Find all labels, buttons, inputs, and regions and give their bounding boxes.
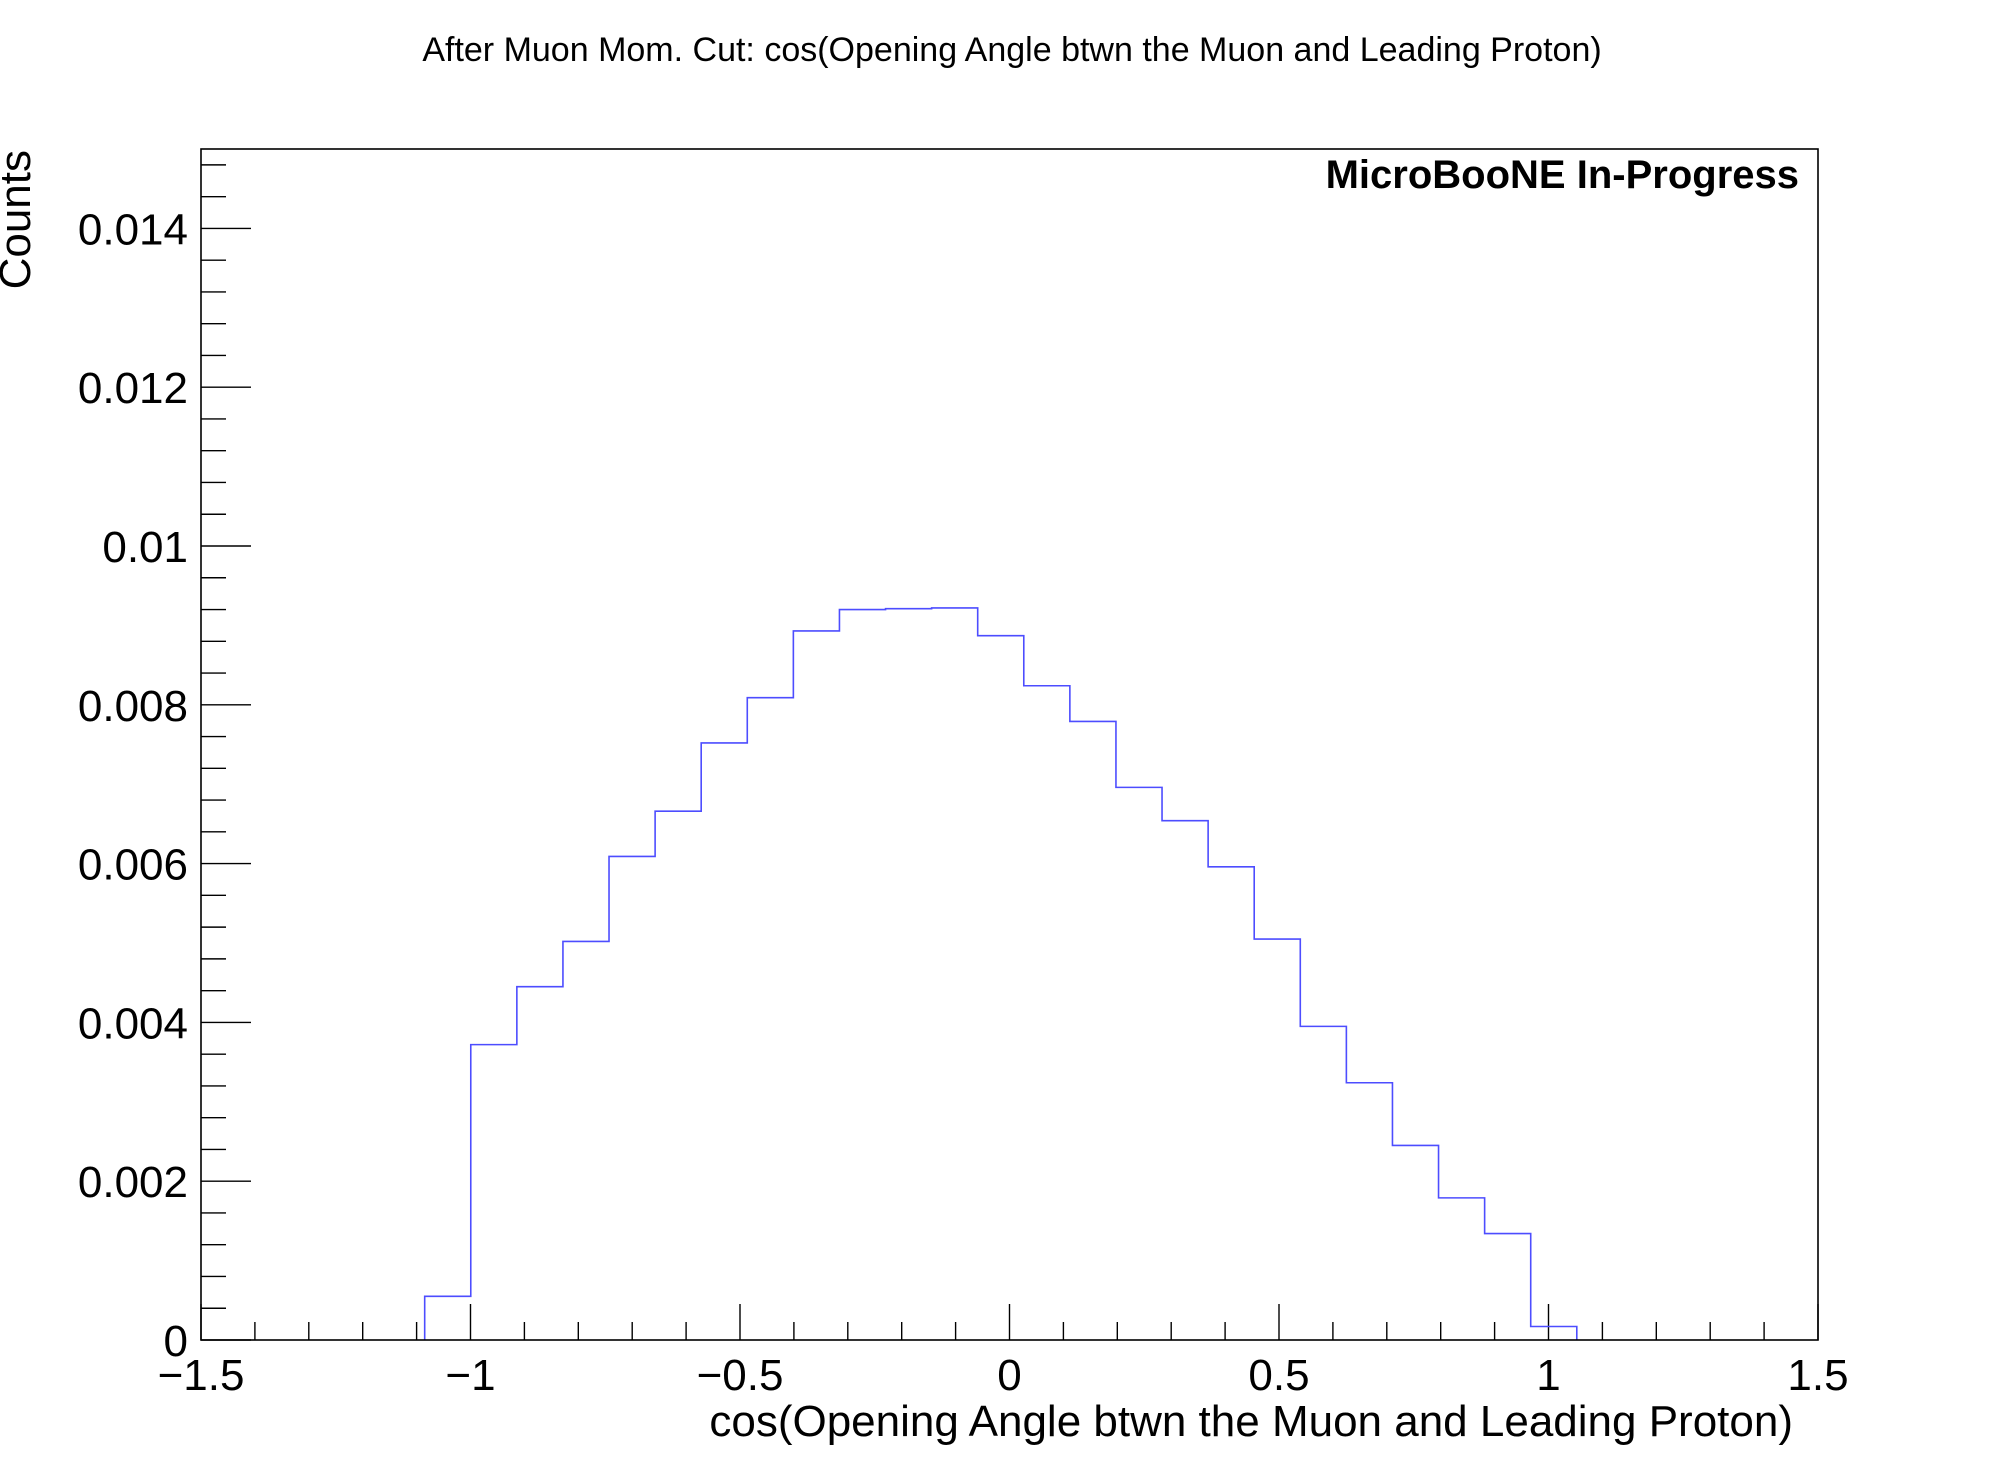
y-axis-title: Counts	[0, 150, 40, 289]
y-tick-label: 0	[164, 1317, 188, 1366]
x-tick-label: −1.5	[158, 1351, 245, 1400]
x-tick-label: 0	[997, 1351, 1021, 1400]
x-tick-label: −0.5	[697, 1351, 784, 1400]
plot-frame	[200, 148, 1819, 1341]
x-tick-label: 1.5	[1787, 1351, 1848, 1400]
y-tick-label: 0.01	[102, 523, 188, 572]
y-tick-label: 0.008	[78, 682, 188, 731]
y-tick-label: 0.004	[78, 999, 188, 1048]
x-axis-title: cos(Opening Angle btwn the Muon and Lead…	[709, 1397, 1793, 1446]
y-tick-label: 0.002	[78, 1158, 188, 1207]
x-tick-label: −1	[445, 1351, 495, 1400]
minor-ticks	[201, 164, 1765, 1340]
y-tick-labels: 0 0.002 0.004 0.006 0.008 0.01 0.012 0.014	[78, 205, 188, 1366]
histogram-outline	[423, 607, 1578, 1340]
y-tick-label: 0.014	[78, 205, 188, 254]
chart-title: After Muon Mom. Cut: cos(Opening Angle b…	[422, 31, 1601, 69]
y-tick-label: 0.006	[78, 841, 188, 890]
microboone-watermark: MicroBooNE In-Progress	[1326, 153, 1799, 197]
x-tick-labels: −1.5 −1 −0.5 0 0.5 1 1.5	[158, 1351, 1849, 1400]
x-tick-label: 1	[1536, 1351, 1560, 1400]
y-tick-label: 0.012	[78, 364, 188, 413]
x-tick-label: 0.5	[1248, 1351, 1309, 1400]
